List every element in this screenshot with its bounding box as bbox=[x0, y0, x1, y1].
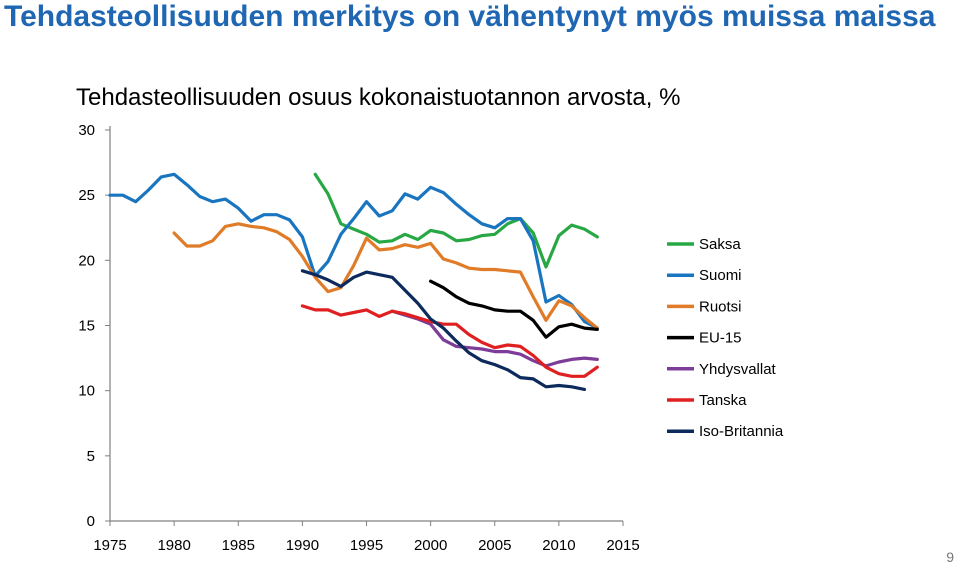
y-tick-label: 10 bbox=[78, 383, 95, 400]
x-tick-label: 1990 bbox=[286, 537, 319, 554]
legend-label: Ruotsi bbox=[699, 298, 742, 315]
x-tick-label: 1980 bbox=[157, 537, 190, 554]
series-line-yhdysvallat bbox=[390, 309, 599, 368]
legend-label: Iso-Britannia bbox=[699, 423, 784, 440]
legend-label: Saksa bbox=[699, 236, 741, 253]
slide-title: Tehdasteollisuuden merkitys on vähentyny… bbox=[4, 0, 936, 33]
series-line-suomi bbox=[108, 172, 599, 330]
x-tick-label: 1985 bbox=[222, 537, 255, 554]
y-tick-label: 0 bbox=[87, 513, 95, 530]
y-tick-label: 15 bbox=[78, 318, 95, 335]
x-tick-label: 2000 bbox=[414, 537, 447, 554]
x-tick-label: 1995 bbox=[350, 537, 383, 554]
legend-label: Tanska bbox=[699, 392, 747, 409]
series-line-eu-15 bbox=[429, 279, 599, 339]
x-tick-label: 2005 bbox=[478, 537, 511, 554]
x-tick-label: 2010 bbox=[542, 537, 575, 554]
page-number: 9 bbox=[946, 549, 954, 565]
legend-label: EU-15 bbox=[699, 330, 742, 347]
chart-title: Tehdasteollisuuden osuus kokonaistuotann… bbox=[76, 84, 681, 111]
chart-lines bbox=[108, 172, 599, 391]
series-line-tanska bbox=[300, 304, 599, 378]
x-tick-label: 2015 bbox=[606, 537, 639, 554]
y-tick-label: 30 bbox=[78, 122, 95, 139]
chart-legend: Saksa Suomi Ruotsi EU-15 Yhdysvallat Tanska Is… bbox=[667, 236, 784, 440]
legend-label: Suomi bbox=[699, 267, 742, 284]
series-line-saksa bbox=[313, 172, 599, 269]
legend-label: Yhdysvallat bbox=[699, 361, 777, 378]
y-tick-label: 25 bbox=[78, 187, 95, 204]
y-tick-label: 5 bbox=[87, 448, 95, 465]
x-tick-label: 1975 bbox=[93, 537, 126, 554]
series-line-ruotsi bbox=[172, 222, 599, 330]
chart-axes: 0 5 10 15 20 25 30 1975 1980 1985 1990 1995 2000 2005… bbox=[78, 122, 639, 554]
y-tick-label: 20 bbox=[78, 252, 95, 269]
series-line-iso-britannia bbox=[300, 269, 587, 391]
